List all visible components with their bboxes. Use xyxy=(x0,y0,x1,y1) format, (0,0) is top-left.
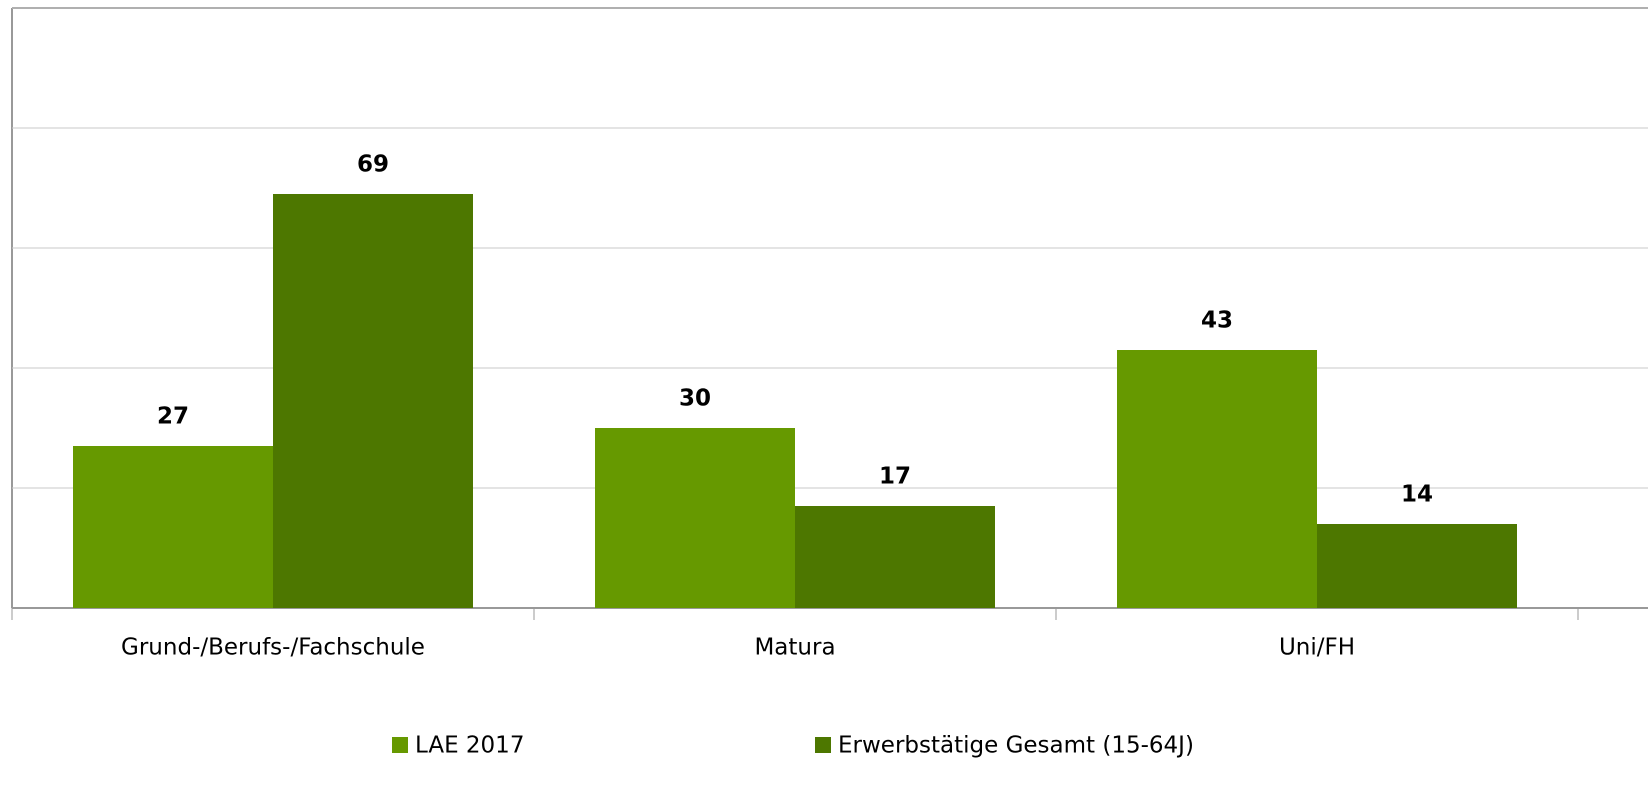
x-tick-label: Uni/FH xyxy=(1279,635,1355,661)
bar xyxy=(795,506,995,608)
bar xyxy=(595,428,795,608)
x-tick-label: Matura xyxy=(754,635,835,661)
legend-label: LAE 2017 xyxy=(415,733,524,759)
x-tick-label: Grund-/Berufs-/Fachschule xyxy=(121,635,425,661)
data-label: 17 xyxy=(879,464,911,490)
legend-swatch xyxy=(392,737,408,753)
bar xyxy=(73,446,273,608)
data-label: 14 xyxy=(1401,482,1433,508)
bar xyxy=(1317,524,1517,608)
legend-label: Erwerbstätige Gesamt (15-64J) xyxy=(838,733,1194,759)
bar xyxy=(273,194,473,608)
data-label: 43 xyxy=(1201,308,1233,334)
legend-swatch xyxy=(815,737,831,753)
data-label: 27 xyxy=(157,404,189,430)
data-label: 30 xyxy=(679,386,711,412)
data-label: 69 xyxy=(357,152,389,178)
bar xyxy=(1117,350,1317,608)
